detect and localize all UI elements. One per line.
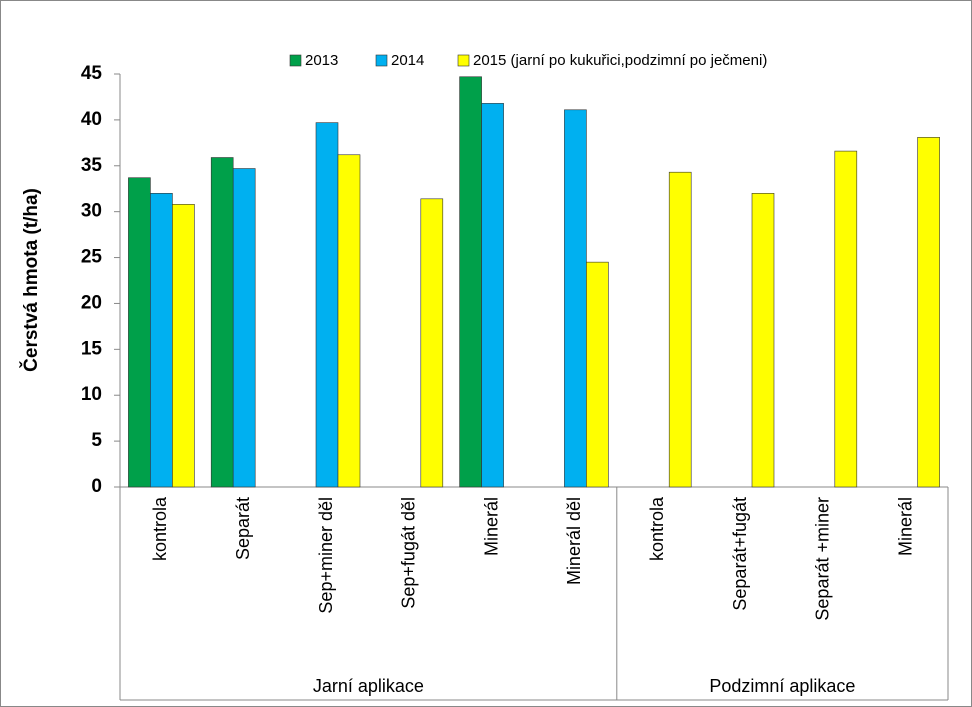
x-tick-label: Minerál děl	[564, 497, 584, 585]
y-axis-title: Čerstvá hmota (t/ha)	[20, 188, 42, 372]
x-tick-label: Minerál	[481, 497, 501, 556]
group-label: Podzimní aplikace	[709, 676, 855, 696]
legend-swatch	[457, 54, 470, 67]
y-tick-label: 10	[81, 384, 102, 405]
x-tick-label: Separát +miner	[813, 497, 833, 621]
y-tick-label: 15	[81, 338, 103, 359]
bar	[586, 261, 609, 488]
x-tick-label: Separát+fugát	[730, 497, 750, 611]
x-tick-label: kontrola	[150, 496, 170, 561]
x-tick-label: Sep+fugát děl	[399, 497, 419, 609]
bar	[150, 193, 173, 488]
y-tick-label: 35	[81, 155, 103, 176]
x-tick-label: Separát	[233, 497, 253, 560]
x-tick-label: Minerál	[895, 497, 915, 556]
y-tick-label: 20	[81, 292, 102, 313]
bar	[668, 171, 692, 488]
legend-swatch	[375, 54, 388, 67]
x-tick-label: Sep+miner děl	[316, 497, 336, 614]
bar	[564, 109, 587, 488]
y-tick-label: 40	[81, 109, 102, 130]
legend-label: 2013	[305, 52, 338, 69]
bar	[210, 157, 234, 488]
y-tick-label: 0	[91, 476, 102, 497]
bar	[172, 204, 195, 488]
group-label: Jarní aplikace	[313, 676, 424, 696]
legend-label: 2014	[391, 52, 424, 69]
y-tick-label: 30	[81, 201, 102, 222]
x-tick-label: kontrola	[647, 496, 667, 561]
legend-swatch	[289, 54, 302, 67]
bar	[420, 198, 444, 488]
bar	[481, 103, 504, 488]
bar	[834, 150, 858, 488]
bar	[751, 193, 775, 488]
bar	[232, 168, 256, 488]
y-tick-label: 5	[91, 430, 102, 451]
bar	[459, 76, 482, 488]
y-tick-label: 25	[81, 247, 103, 268]
bar	[917, 137, 940, 488]
y-tick-label: 45	[81, 63, 103, 84]
legend-label: 2015 (jarní po kukuřici,podzimní po ječm…	[473, 52, 767, 69]
bar	[128, 177, 151, 488]
bar	[315, 122, 339, 488]
bar	[337, 154, 361, 488]
